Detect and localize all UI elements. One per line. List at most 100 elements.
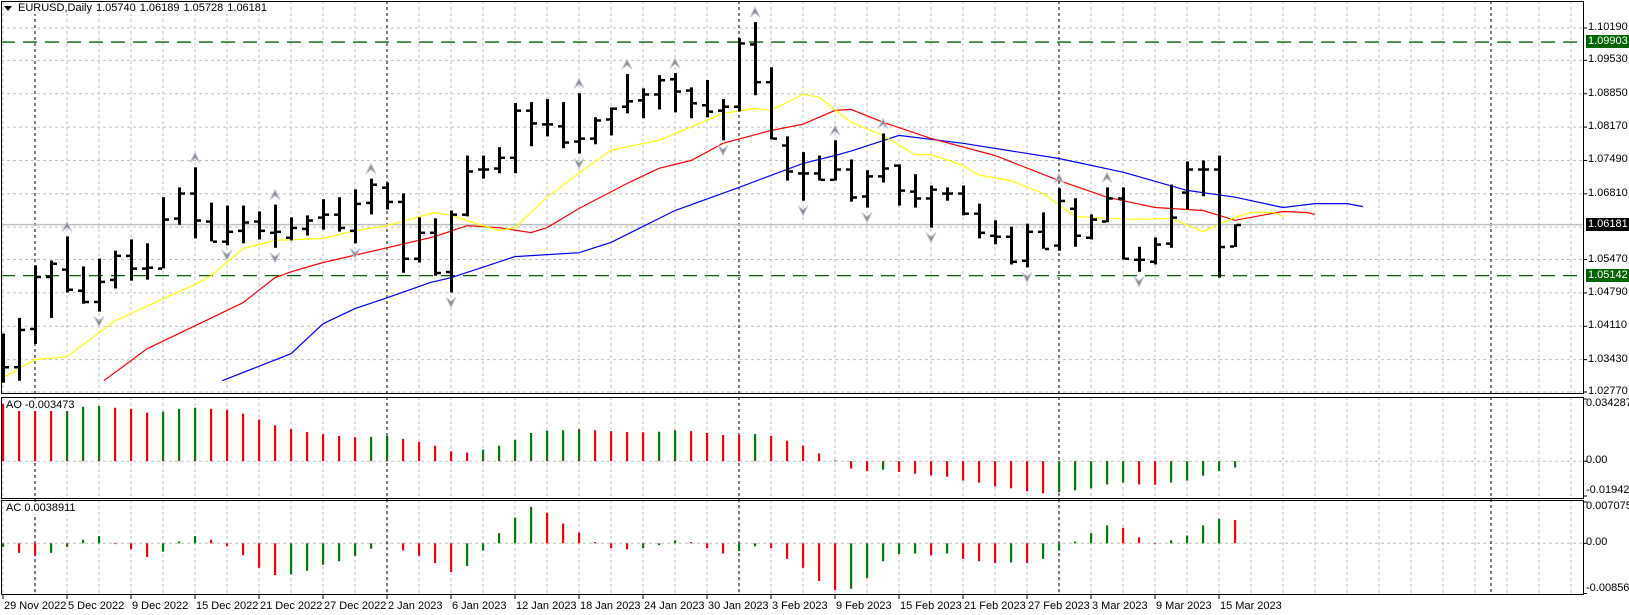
bar-close-tick bbox=[1173, 216, 1177, 219]
ao-histogram-bar bbox=[818, 453, 821, 462]
ao-histogram-bar bbox=[2, 403, 5, 462]
bar-close-tick bbox=[757, 80, 761, 84]
ao-histogram-bar bbox=[274, 425, 277, 462]
ohlc-bar bbox=[718, 99, 729, 141]
bar-range bbox=[242, 205, 245, 244]
bar-range bbox=[866, 170, 869, 208]
main-price-pane[interactable] bbox=[0, 5, 1583, 383]
ohlc-bar bbox=[62, 236, 73, 293]
ao-histogram-bar bbox=[1026, 461, 1029, 492]
ohlc-bar bbox=[638, 88, 649, 119]
ohlc-bar bbox=[382, 182, 393, 210]
ao-indicator-label: AO -0.003473 bbox=[6, 399, 75, 411]
bar-open-tick bbox=[286, 236, 290, 239]
bar-range bbox=[178, 187, 181, 225]
bar-open-tick bbox=[654, 93, 658, 96]
ao-histogram-bar bbox=[706, 432, 709, 462]
symbol-timeframe: EURUSD,Daily bbox=[18, 2, 92, 14]
bar-range bbox=[146, 243, 149, 280]
bar-range bbox=[114, 250, 117, 289]
bar-open-tick bbox=[254, 220, 258, 223]
bar-open-tick bbox=[78, 289, 82, 292]
ac-histogram-bar bbox=[226, 543, 229, 547]
bar-open-tick bbox=[990, 234, 994, 238]
bar-close-tick bbox=[421, 231, 425, 235]
bar-range bbox=[962, 185, 965, 216]
bar-open-tick bbox=[734, 105, 738, 108]
ohlc-bar bbox=[318, 199, 329, 230]
bar-open-tick bbox=[174, 217, 178, 220]
ac-pane[interactable] bbox=[2, 506, 1237, 590]
ac-histogram-bar bbox=[354, 543, 357, 556]
ac-histogram-bar bbox=[322, 543, 325, 565]
bar-open-tick bbox=[686, 89, 690, 92]
bar-close-tick bbox=[405, 257, 409, 261]
bar-close-tick bbox=[501, 156, 505, 160]
ao-histogram-bar bbox=[946, 461, 949, 477]
fractal-up-arrow-icon bbox=[269, 188, 281, 200]
fractal-up-arrow-icon bbox=[365, 162, 377, 174]
bar-close-tick bbox=[149, 266, 153, 269]
ac-indicator-label: AC 0.0038911 bbox=[6, 502, 76, 514]
ohlc-bar bbox=[958, 185, 969, 216]
time-axis-label: 6 Jan 2023 bbox=[452, 600, 507, 612]
bar-close-tick bbox=[981, 231, 985, 235]
bar-range bbox=[34, 265, 37, 344]
bar-open-tick bbox=[1118, 197, 1122, 200]
ac-histogram-bar bbox=[1106, 525, 1109, 544]
ao-histogram-bar bbox=[290, 429, 293, 462]
time-axis-label: 3 Mar 2023 bbox=[1092, 600, 1148, 612]
fractal-up-arrow-icon bbox=[877, 117, 889, 129]
bar-open-tick bbox=[430, 231, 434, 235]
bar-open-tick bbox=[846, 168, 850, 171]
bar-open-tick bbox=[446, 270, 450, 274]
ao-histogram-bar bbox=[1138, 461, 1141, 485]
bar-open-tick bbox=[1134, 258, 1138, 262]
bar-close-tick bbox=[1045, 247, 1049, 251]
ohlc-bar bbox=[494, 147, 505, 174]
ohlc-bar bbox=[670, 73, 681, 113]
ao-histogram-bar bbox=[722, 435, 725, 462]
bar-range bbox=[1202, 160, 1205, 197]
bar-range bbox=[194, 167, 197, 239]
bar-open-tick bbox=[1054, 244, 1058, 247]
bar-open-tick bbox=[830, 178, 834, 182]
ao-histogram-bar bbox=[786, 440, 789, 462]
bar-close-tick bbox=[437, 271, 441, 275]
ao-histogram-bar bbox=[1202, 461, 1205, 476]
bar-open-tick bbox=[718, 109, 722, 112]
ohlc-bar bbox=[414, 217, 425, 263]
dropdown-triangle-icon[interactable] bbox=[4, 5, 12, 11]
bar-open-tick bbox=[94, 300, 98, 304]
ohlc-bar bbox=[862, 170, 873, 208]
grid bbox=[1, 1, 1583, 594]
time-axis-label: 15 Mar 2023 bbox=[1220, 600, 1282, 612]
ao-histogram-bar bbox=[1042, 461, 1045, 494]
bar-close-tick bbox=[101, 280, 105, 284]
ao-histogram-bar bbox=[370, 436, 373, 462]
bar-range bbox=[738, 38, 741, 112]
bar-close-tick bbox=[805, 172, 809, 175]
ac-histogram-bar bbox=[482, 543, 485, 551]
ao-histogram-bar bbox=[114, 407, 117, 462]
price-axis-label: 1.10190 bbox=[1588, 21, 1628, 33]
bar-open-tick bbox=[366, 201, 370, 205]
bar-close-tick bbox=[949, 192, 953, 195]
ac-histogram-bar bbox=[338, 543, 341, 562]
bar-range bbox=[306, 215, 309, 236]
bar-range bbox=[754, 22, 757, 96]
ao-pane[interactable] bbox=[2, 403, 1237, 494]
ac-histogram-bar bbox=[1218, 518, 1221, 544]
bar-close-tick bbox=[853, 196, 857, 199]
ohlc-bar bbox=[734, 38, 745, 112]
bar-range bbox=[418, 217, 421, 263]
bar-open-tick bbox=[30, 327, 34, 331]
header-open: 1.05740 bbox=[95, 2, 136, 14]
bar-open-tick bbox=[1086, 236, 1090, 239]
ohlc-bar bbox=[654, 75, 665, 110]
ac-histogram-bar bbox=[402, 543, 405, 551]
ohlc-bar bbox=[334, 197, 345, 232]
ac-histogram-bar bbox=[786, 543, 789, 559]
ac-histogram-bar bbox=[850, 543, 853, 589]
